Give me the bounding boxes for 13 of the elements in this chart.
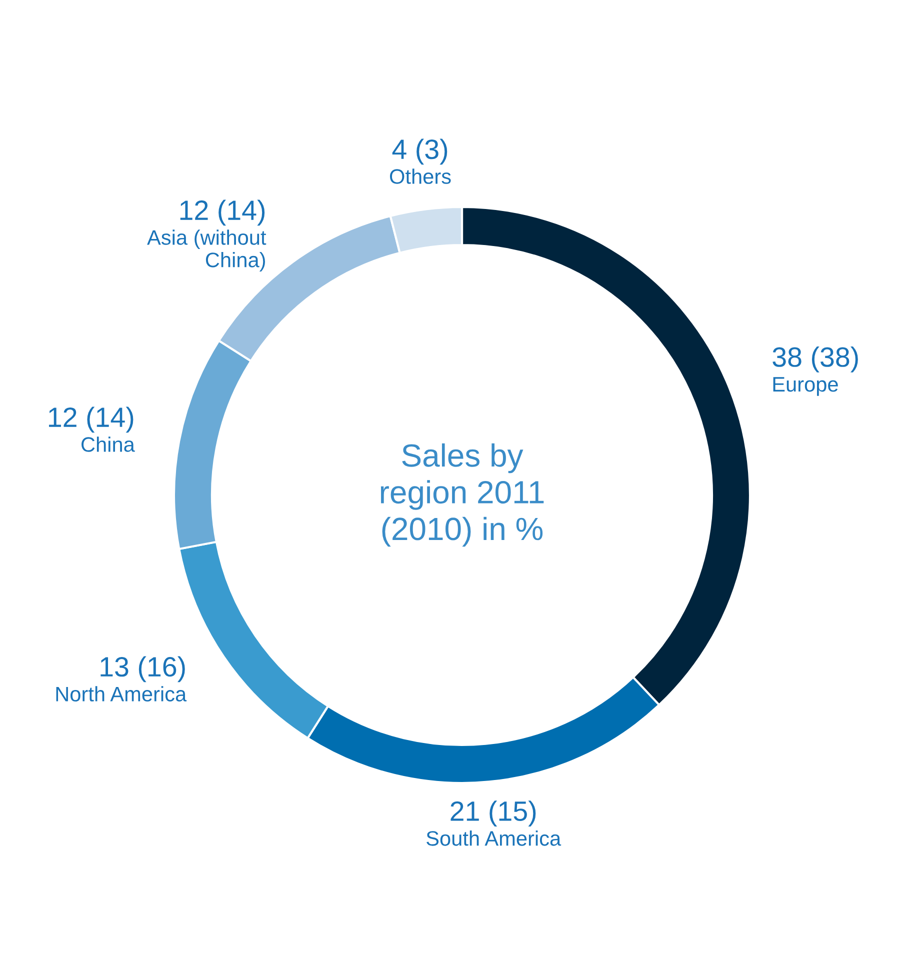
data-label: 4 (3) — [392, 138, 448, 165]
data-label: 38 (38) — [772, 346, 858, 372]
data-label: 21 (15) — [450, 800, 536, 827]
data-label: 12 (14) — [180, 200, 265, 226]
slice-label: North America — [56, 686, 187, 702]
slice-label: Asia (without China) — [147, 230, 266, 272]
slice-label: Others — [390, 168, 451, 184]
slice-label: China — [82, 436, 135, 452]
text: Sales by region 2011 (2010) in % — [380, 443, 544, 547]
slice-label: South America — [426, 830, 562, 846]
data-label: 12 (14) — [49, 406, 134, 433]
slice-label: Europe — [773, 377, 838, 396]
data-label: 13 (16) — [100, 656, 185, 682]
